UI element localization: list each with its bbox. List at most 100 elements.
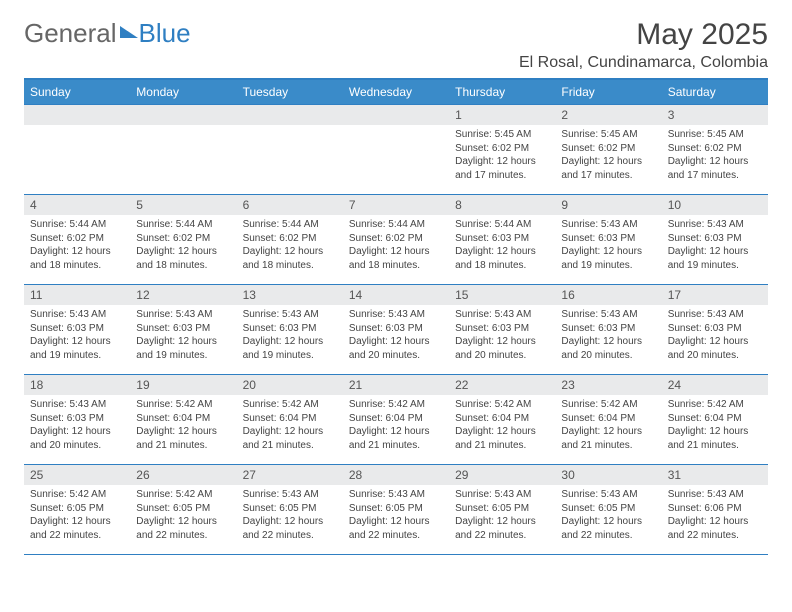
day-number: 31	[662, 465, 768, 485]
sunset-line: Sunset: 6:04 PM	[136, 412, 230, 426]
day-details: Sunrise: 5:43 AMSunset: 6:03 PMDaylight:…	[237, 305, 343, 366]
calendar-day-cell: 18Sunrise: 5:43 AMSunset: 6:03 PMDayligh…	[24, 375, 130, 465]
sunrise-line: Sunrise: 5:43 AM	[136, 308, 230, 322]
day-details: Sunrise: 5:43 AMSunset: 6:05 PMDaylight:…	[555, 485, 661, 546]
sunrise-line: Sunrise: 5:43 AM	[349, 308, 443, 322]
day-number: 16	[555, 285, 661, 305]
calendar-day-cell	[343, 105, 449, 195]
day-details: Sunrise: 5:42 AMSunset: 6:04 PMDaylight:…	[555, 395, 661, 456]
sunrise-line: Sunrise: 5:42 AM	[455, 398, 549, 412]
daylight-line: Daylight: 12 hours and 21 minutes.	[349, 425, 443, 452]
day-details: Sunrise: 5:44 AMSunset: 6:02 PMDaylight:…	[130, 215, 236, 276]
calendar-day-cell: 16 Sunrise: 5:43 AMSunset: 6:03 PMDayligh…	[555, 285, 661, 375]
day-details: Sunrise: 5:43 AMSunset: 6:06 PMDaylight:…	[662, 485, 768, 546]
day-number-empty	[343, 105, 449, 125]
day-details: Sunrise: 5:43 AMSunset: 6:03 PMDaylight:…	[24, 305, 130, 366]
day-number-empty	[237, 105, 343, 125]
day-details: Sunrise: 5:42 AMSunset: 6:04 PMDaylight:…	[130, 395, 236, 456]
daylight-line: Daylight: 12 hours and 21 minutes.	[455, 425, 549, 452]
calendar-day-cell: 6Sunrise: 5:44 AMSunset: 6:02 PMDaylight…	[237, 195, 343, 285]
sunrise-line: Sunrise: 5:43 AM	[243, 488, 337, 502]
day-number: 5	[130, 195, 236, 215]
weekday-header: Monday	[130, 79, 236, 105]
day-number: 26	[130, 465, 236, 485]
day-details: Sunrise: 5:42 AMSunset: 6:04 PMDaylight:…	[449, 395, 555, 456]
month-title: May 2025	[519, 18, 768, 52]
day-details: Sunrise: 5:42 AMSunset: 6:05 PMDaylight:…	[24, 485, 130, 546]
day-number: 25	[24, 465, 130, 485]
daylight-line: Daylight: 12 hours and 20 minutes.	[668, 335, 762, 362]
sunset-line: Sunset: 6:02 PM	[455, 142, 549, 156]
sunset-line: Sunset: 6:02 PM	[349, 232, 443, 246]
sunrise-line: Sunrise: 5:42 AM	[136, 488, 230, 502]
day-details: Sunrise: 5:45 AMSunset: 6:02 PMDaylight:…	[555, 125, 661, 186]
sunset-line: Sunset: 6:03 PM	[561, 322, 655, 336]
sunset-line: Sunset: 6:03 PM	[243, 322, 337, 336]
sunset-line: Sunset: 6:05 PM	[136, 502, 230, 516]
daylight-line: Daylight: 12 hours and 22 minutes.	[561, 515, 655, 542]
day-number: 21	[343, 375, 449, 395]
sunset-line: Sunset: 6:05 PM	[561, 502, 655, 516]
sunset-line: Sunset: 6:02 PM	[668, 142, 762, 156]
sunset-line: Sunset: 6:03 PM	[668, 232, 762, 246]
sunrise-line: Sunrise: 5:43 AM	[349, 488, 443, 502]
sunset-line: Sunset: 6:05 PM	[30, 502, 124, 516]
daylight-line: Daylight: 12 hours and 21 minutes.	[136, 425, 230, 452]
day-details: Sunrise: 5:43 AMSunset: 6:03 PMDaylight:…	[449, 305, 555, 366]
day-details: Sunrise: 5:43 AMSunset: 6:03 PMDaylight:…	[24, 395, 130, 456]
sunrise-line: Sunrise: 5:43 AM	[30, 398, 124, 412]
calendar-day-cell: 1Sunrise: 5:45 AMSunset: 6:02 PMDaylight…	[449, 105, 555, 195]
day-number: 29	[449, 465, 555, 485]
day-details: Sunrise: 5:43 AMSunset: 6:05 PMDaylight:…	[449, 485, 555, 546]
day-number: 10	[662, 195, 768, 215]
daylight-line: Daylight: 12 hours and 19 minutes.	[668, 245, 762, 272]
calendar-day-cell: 25Sunrise: 5:42 AMSunset: 6:05 PMDayligh…	[24, 465, 130, 555]
daylight-line: Daylight: 12 hours and 20 minutes.	[455, 335, 549, 362]
daylight-line: Daylight: 12 hours and 17 minutes.	[455, 155, 549, 182]
sunset-line: Sunset: 6:05 PM	[455, 502, 549, 516]
day-details: Sunrise: 5:42 AMSunset: 6:05 PMDaylight:…	[130, 485, 236, 546]
calendar-day-cell: 14Sunrise: 5:43 AMSunset: 6:03 PMDayligh…	[343, 285, 449, 375]
sunset-line: Sunset: 6:03 PM	[561, 232, 655, 246]
sunset-line: Sunset: 6:05 PM	[349, 502, 443, 516]
daylight-line: Daylight: 12 hours and 19 minutes.	[30, 335, 124, 362]
day-details: Sunrise: 5:42 AMSunset: 6:04 PMDaylight:…	[237, 395, 343, 456]
calendar-day-cell: 13Sunrise: 5:43 AMSunset: 6:03 PMDayligh…	[237, 285, 343, 375]
sunset-line: Sunset: 6:04 PM	[668, 412, 762, 426]
daylight-line: Daylight: 12 hours and 21 minutes.	[243, 425, 337, 452]
day-number: 1	[449, 105, 555, 125]
sunrise-line: Sunrise: 5:44 AM	[30, 218, 124, 232]
daylight-line: Daylight: 12 hours and 17 minutes.	[668, 155, 762, 182]
day-number: 2	[555, 105, 661, 125]
sunrise-line: Sunrise: 5:43 AM	[561, 308, 655, 322]
day-number: 3	[662, 105, 768, 125]
daylight-line: Daylight: 12 hours and 20 minutes.	[561, 335, 655, 362]
calendar-day-cell: 28Sunrise: 5:43 AMSunset: 6:05 PMDayligh…	[343, 465, 449, 555]
sunrise-line: Sunrise: 5:42 AM	[136, 398, 230, 412]
daylight-line: Daylight: 12 hours and 17 minutes.	[561, 155, 655, 182]
sunrise-line: Sunrise: 5:43 AM	[455, 488, 549, 502]
sunset-line: Sunset: 6:05 PM	[243, 502, 337, 516]
daylight-line: Daylight: 12 hours and 18 minutes.	[349, 245, 443, 272]
sunset-line: Sunset: 6:04 PM	[455, 412, 549, 426]
day-details: Sunrise: 5:43 AMSunset: 6:05 PMDaylight:…	[343, 485, 449, 546]
daylight-line: Daylight: 12 hours and 22 minutes.	[668, 515, 762, 542]
sunset-line: Sunset: 6:03 PM	[349, 322, 443, 336]
weekday-header: Friday	[555, 79, 661, 105]
sunrise-line: Sunrise: 5:43 AM	[455, 308, 549, 322]
calendar-day-cell: 21Sunrise: 5:42 AMSunset: 6:04 PMDayligh…	[343, 375, 449, 465]
day-details: Sunrise: 5:43 AMSunset: 6:03 PMDaylight:…	[555, 215, 661, 276]
daylight-line: Daylight: 12 hours and 22 minutes.	[349, 515, 443, 542]
sunset-line: Sunset: 6:02 PM	[30, 232, 124, 246]
title-block: May 2025 El Rosal, Cundinamarca, Colombi…	[519, 18, 768, 72]
day-number: 18	[24, 375, 130, 395]
day-details: Sunrise: 5:42 AMSunset: 6:04 PMDaylight:…	[662, 395, 768, 456]
calendar-day-cell: 26Sunrise: 5:42 AMSunset: 6:05 PMDayligh…	[130, 465, 236, 555]
day-number: 22	[449, 375, 555, 395]
sunset-line: Sunset: 6:03 PM	[455, 232, 549, 246]
sunrise-line: Sunrise: 5:43 AM	[30, 308, 124, 322]
sunrise-line: Sunrise: 5:44 AM	[455, 218, 549, 232]
day-number: 11	[24, 285, 130, 305]
sunset-line: Sunset: 6:04 PM	[349, 412, 443, 426]
calendar-day-cell: 10Sunrise: 5:43 AMSunset: 6:03 PMDayligh…	[662, 195, 768, 285]
